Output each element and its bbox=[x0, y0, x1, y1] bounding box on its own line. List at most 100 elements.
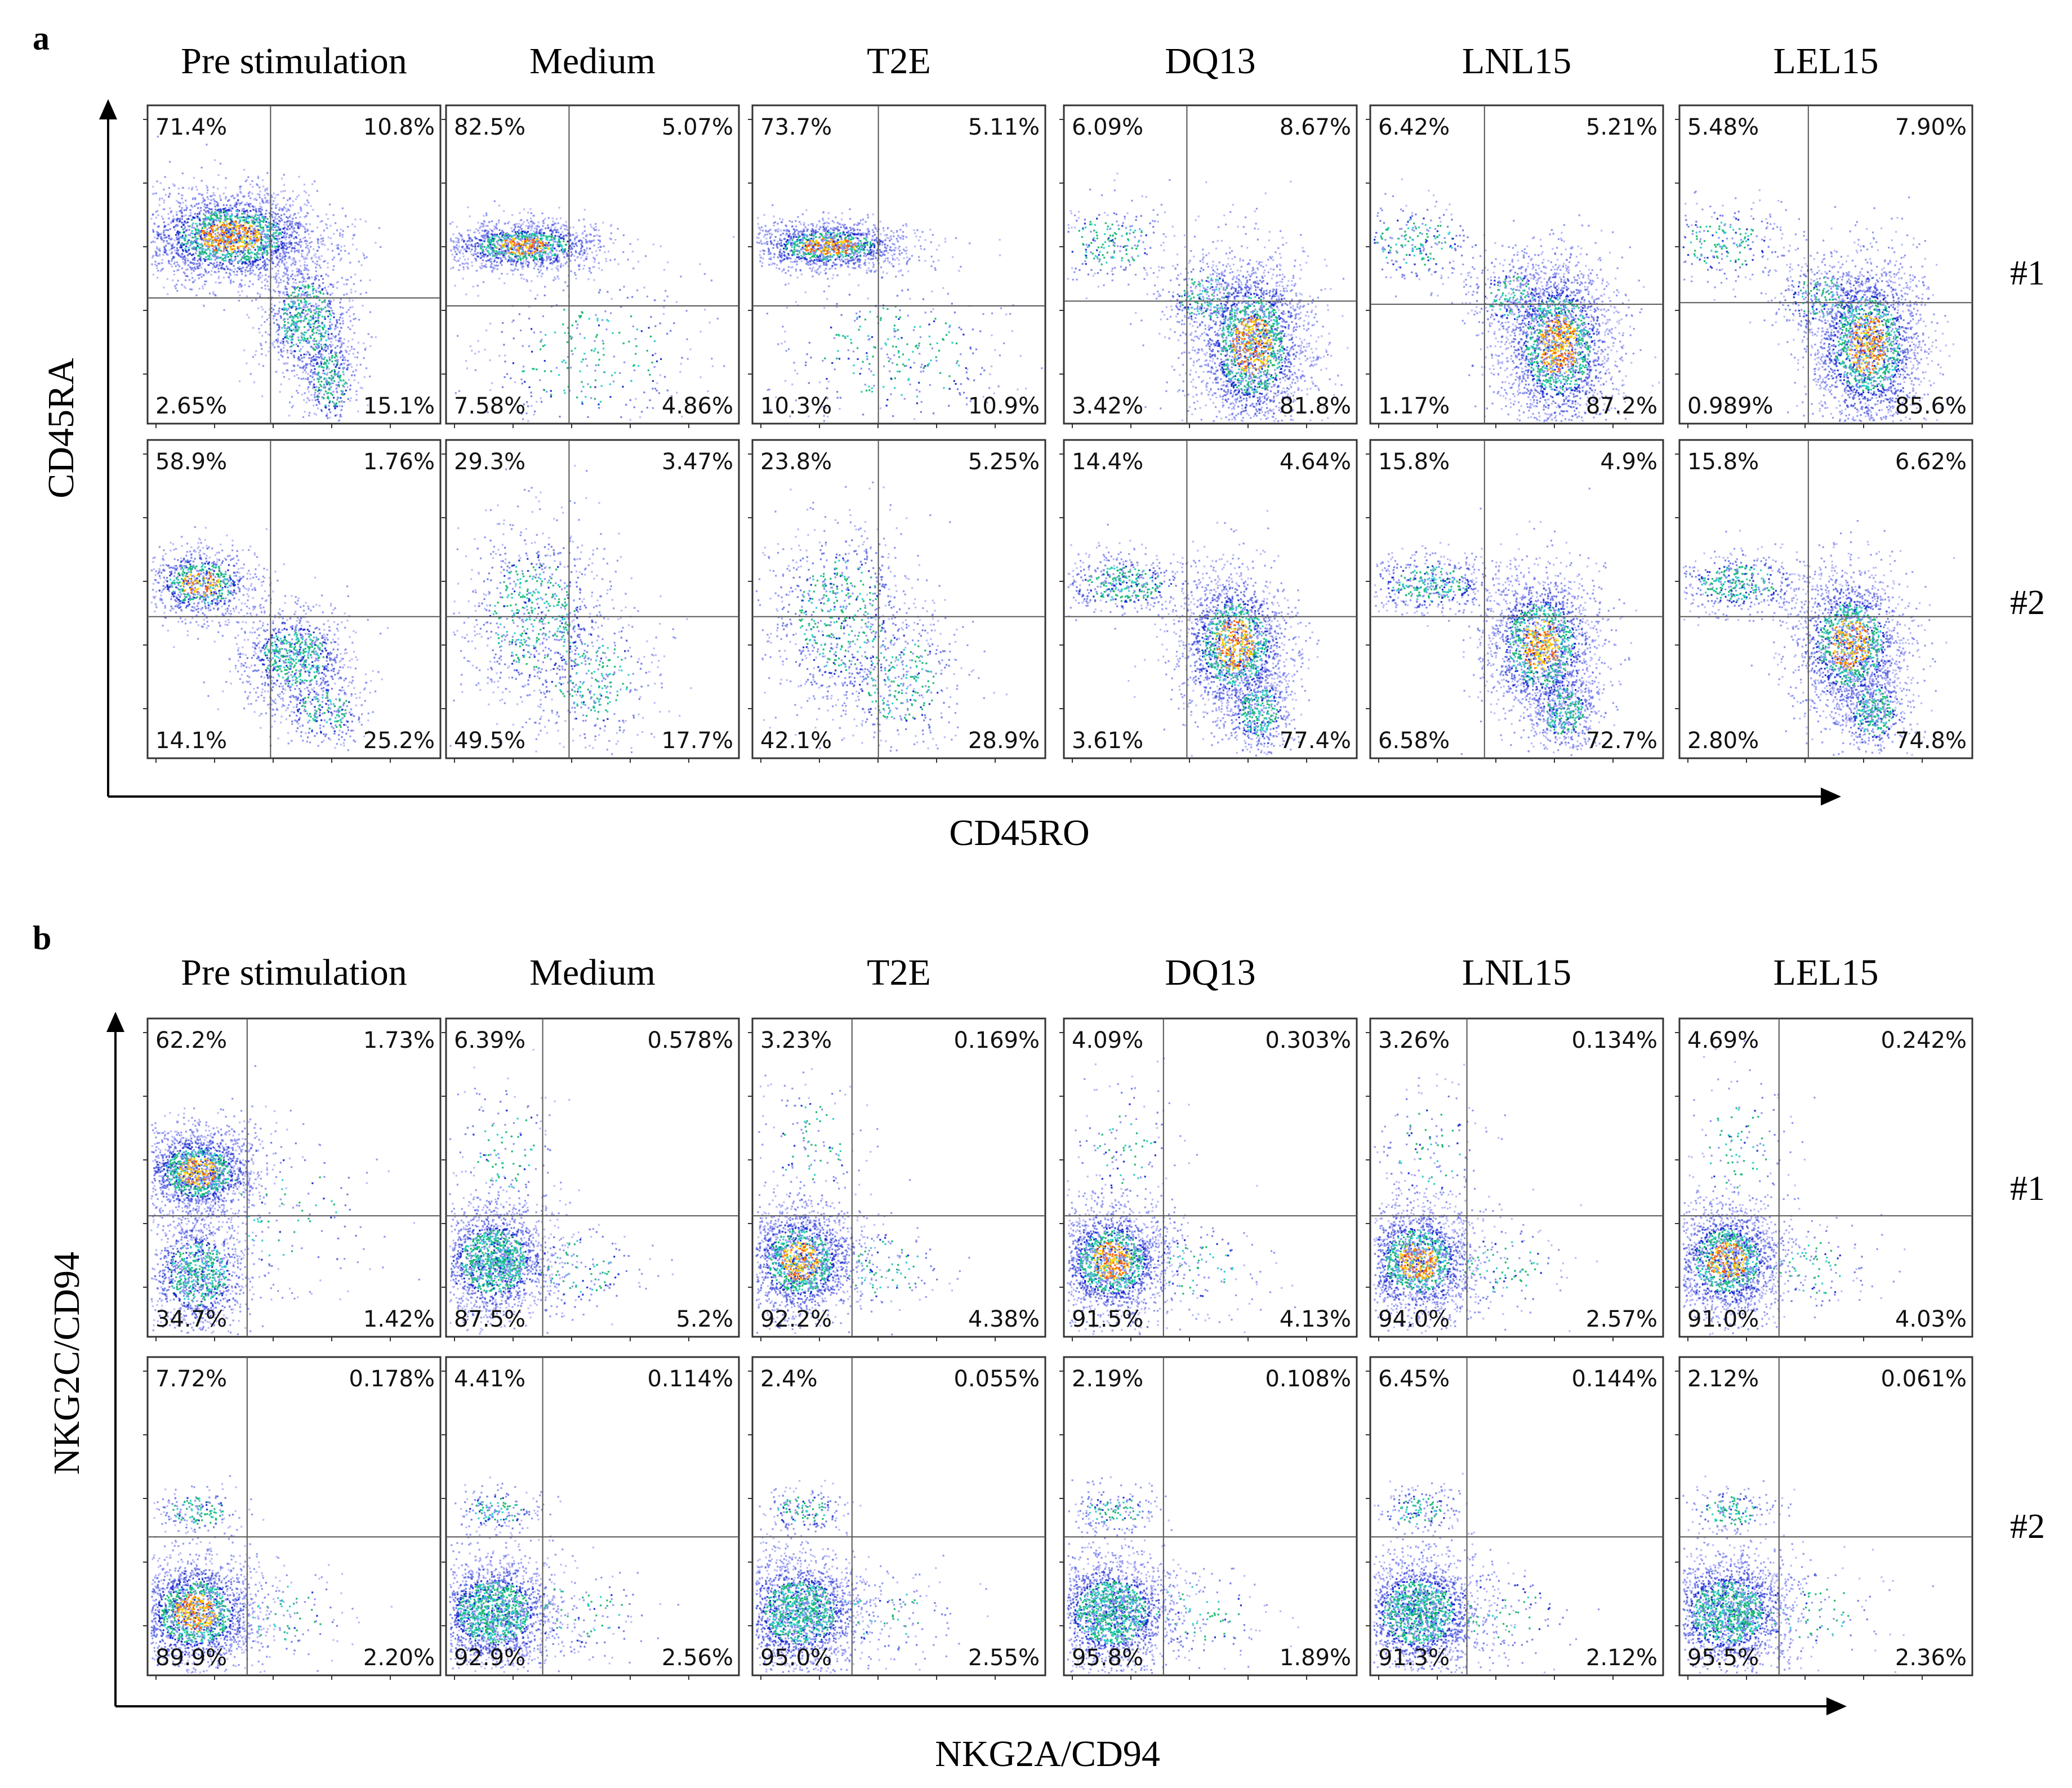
quadrant-lower-left-value: 3.42% bbox=[1072, 393, 1143, 419]
event-dots bbox=[449, 201, 734, 422]
quadrant-lower-right-value: 2.55% bbox=[968, 1645, 1040, 1671]
scatter-panel: 4.09% 0.303%91.5% 4.13% bbox=[1059, 1018, 1357, 1341]
column-title: Medium bbox=[529, 952, 656, 993]
event-dots bbox=[449, 1049, 674, 1335]
quadrant-upper-right-value: 0.134% bbox=[1571, 1028, 1657, 1053]
scatter-panel: 14.4% 4.64%3.61% 77.4% bbox=[1059, 440, 1357, 763]
scatter-panel: 62.2% 1.73%34.7% 1.42% bbox=[143, 1018, 440, 1341]
quadrant-upper-left-value: 23.8% bbox=[760, 449, 832, 475]
quadrant-upper-right-value: 0.061% bbox=[1881, 1366, 1967, 1392]
quadrant-upper-left-value: 62.2% bbox=[155, 1028, 227, 1053]
column-title: DQ13 bbox=[1165, 952, 1255, 993]
event-dots bbox=[150, 136, 381, 422]
row-label: #2 bbox=[2010, 584, 2045, 622]
column-title: LNL15 bbox=[1462, 41, 1571, 82]
row-label: #1 bbox=[2010, 254, 2045, 292]
quadrant-lower-left-value: 34.7% bbox=[155, 1306, 227, 1332]
quadrant-upper-right-value: 4.9% bbox=[1600, 449, 1657, 475]
quadrant-lower-right-value: 5.2% bbox=[676, 1306, 733, 1332]
quadrant-upper-right-value: 5.11% bbox=[968, 114, 1040, 140]
event-dots bbox=[1373, 1064, 1598, 1333]
quadrant-lower-left-value: 87.5% bbox=[454, 1306, 525, 1332]
quadrant-upper-right-value: 5.07% bbox=[662, 114, 733, 140]
scatter-panel: 3.23% 0.169%92.2% 4.38% bbox=[748, 1018, 1045, 1341]
column-title: T2E bbox=[867, 41, 931, 82]
quadrant-lower-right-value: 10.9% bbox=[968, 393, 1040, 419]
quadrant-lower-right-value: 25.2% bbox=[363, 728, 435, 754]
quadrant-upper-left-value: 2.12% bbox=[1687, 1366, 1759, 1392]
scatter-panel: 6.42% 5.21%1.17% 87.2% bbox=[1366, 105, 1663, 428]
quadrant-upper-left-value: 6.09% bbox=[1072, 114, 1143, 140]
quadrant-lower-left-value: 10.3% bbox=[760, 393, 832, 419]
event-dots bbox=[1682, 1475, 1934, 1674]
quadrant-upper-right-value: 1.76% bbox=[363, 449, 435, 475]
quadrant-upper-left-value: 15.8% bbox=[1687, 449, 1759, 475]
quadrant-lower-left-value: 42.1% bbox=[760, 728, 832, 754]
quadrant-upper-left-value: 4.69% bbox=[1687, 1028, 1759, 1053]
scatter-panel: 5.48% 7.90%0.989% 85.6% bbox=[1675, 105, 1972, 428]
y-axis-label: NKG2C/CD94 bbox=[46, 1252, 87, 1475]
quadrant-upper-left-value: 4.41% bbox=[454, 1366, 525, 1392]
quadrant-lower-left-value: 92.2% bbox=[760, 1306, 832, 1332]
event-dots bbox=[756, 204, 1043, 422]
panel-frame bbox=[1679, 440, 1972, 758]
quadrant-upper-right-value: 0.303% bbox=[1265, 1028, 1351, 1053]
quadrant-lower-right-value: 4.13% bbox=[1280, 1306, 1351, 1332]
quadrant-upper-left-value: 14.4% bbox=[1072, 449, 1143, 475]
panel-frame bbox=[446, 105, 739, 424]
quadrant-upper-left-value: 4.09% bbox=[1072, 1028, 1143, 1053]
quadrant-lower-left-value: 3.61% bbox=[1072, 728, 1143, 754]
quadrant-lower-right-value: 15.1% bbox=[363, 393, 435, 419]
scatter-panel: 73.7% 5.11%10.3% 10.9% bbox=[748, 105, 1045, 428]
quadrant-lower-left-value: 91.0% bbox=[1687, 1306, 1759, 1332]
quadrant-upper-left-value: 2.4% bbox=[760, 1366, 818, 1392]
scatter-panel: 29.3% 3.47%49.5% 17.7% bbox=[442, 440, 739, 763]
event-dots bbox=[756, 1480, 989, 1674]
scatter-panel: 4.69% 0.242%91.0% 4.03% bbox=[1675, 1018, 1972, 1341]
panel-frame bbox=[1370, 1357, 1663, 1675]
column-title: Medium bbox=[529, 41, 656, 82]
quadrant-lower-left-value: 7.58% bbox=[454, 393, 525, 419]
quadrant-upper-right-value: 8.67% bbox=[1280, 114, 1351, 140]
panel-frame bbox=[446, 440, 739, 758]
quadrant-upper-right-value: 10.8% bbox=[363, 114, 435, 140]
quadrant-lower-right-value: 1.89% bbox=[1280, 1645, 1351, 1671]
scatter-panel: 2.4% 0.055%95.0% 2.55% bbox=[748, 1357, 1045, 1680]
scatter-panel: 6.45% 0.144%91.3% 2.12% bbox=[1366, 1357, 1663, 1680]
event-dots bbox=[1374, 179, 1660, 422]
x-axis-label: CD45RO bbox=[949, 812, 1089, 853]
scatter-panel: 15.8% 4.9%6.58% 72.7% bbox=[1366, 440, 1663, 763]
quadrant-lower-right-value: 2.12% bbox=[1586, 1645, 1657, 1671]
panel-frame bbox=[752, 440, 1045, 758]
event-dots bbox=[1068, 510, 1320, 757]
panel-letter: a bbox=[33, 20, 50, 57]
column-title: T2E bbox=[867, 952, 931, 993]
quadrant-upper-right-value: 1.73% bbox=[363, 1028, 435, 1053]
flow-cytometry-figure: aPre stimulation Medium T2E DQ13 LNL15 LEL15#… bbox=[0, 0, 2072, 1788]
scatter-panel: 23.8% 5.25%42.1% 28.9% bbox=[748, 440, 1045, 763]
quadrant-upper-left-value: 6.45% bbox=[1378, 1366, 1450, 1392]
quadrant-lower-right-value: 28.9% bbox=[968, 728, 1040, 754]
quadrant-upper-left-value: 2.19% bbox=[1072, 1366, 1143, 1392]
quadrant-lower-left-value: 95.5% bbox=[1687, 1645, 1759, 1671]
scatter-panel: 6.09% 8.67%3.42% 81.8% bbox=[1059, 105, 1357, 428]
quadrant-lower-right-value: 2.36% bbox=[1895, 1645, 1967, 1671]
panel-frame bbox=[1064, 1357, 1357, 1675]
quadrant-lower-right-value: 17.7% bbox=[662, 728, 733, 754]
quadrant-upper-right-value: 0.169% bbox=[953, 1028, 1040, 1053]
quadrant-upper-left-value: 82.5% bbox=[454, 114, 525, 140]
column-title: Pre stimulation bbox=[181, 952, 407, 993]
quadrant-lower-right-value: 2.57% bbox=[1586, 1306, 1657, 1332]
event-dots bbox=[1373, 1473, 1599, 1673]
quadrant-upper-right-value: 0.242% bbox=[1881, 1028, 1967, 1053]
panel-frame bbox=[1064, 105, 1357, 424]
scatter-panel: 15.8% 6.62%2.80% 74.8% bbox=[1675, 440, 1972, 763]
scatter-panel: 2.12% 0.061% 95.5% 2.36% bbox=[1675, 1357, 1972, 1680]
panel-frame bbox=[1370, 1018, 1663, 1337]
quadrant-lower-left-value: 0.989% bbox=[1687, 393, 1774, 419]
event-dots bbox=[150, 1475, 393, 1674]
quadrant-lower-left-value: 2.65% bbox=[155, 393, 227, 419]
event-dots bbox=[1374, 488, 1637, 756]
quadrant-upper-left-value: 6.42% bbox=[1378, 114, 1450, 140]
